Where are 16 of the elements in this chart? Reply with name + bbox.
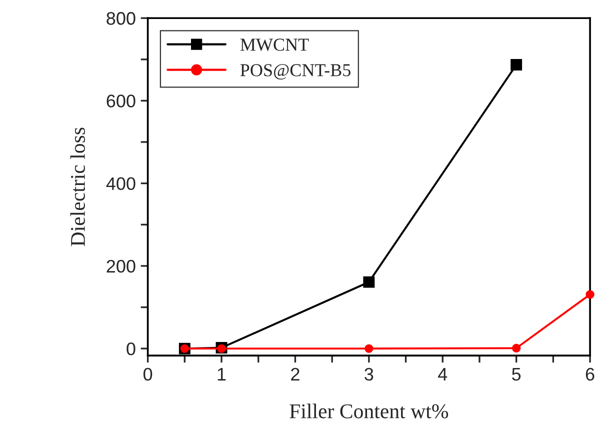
legend-label: POS@CNT-B5: [240, 64, 350, 80]
x-axis-title: Filler Content wt%: [290, 404, 448, 418]
y-tick-label: 800: [106, 12, 136, 25]
x-tick-label: 0: [143, 368, 152, 381]
x-tick-label: 2: [291, 368, 300, 380]
y-axis-title: Dielectric loss: [70, 128, 85, 246]
y-tick-label: 400: [106, 177, 136, 190]
y-tick-label: 600: [106, 94, 136, 108]
y-tick-label: 200: [106, 260, 136, 273]
x-tick-label: 1: [218, 368, 226, 380]
legend-label: MWCNT: [240, 38, 309, 51]
x-tick-label: 6: [586, 368, 594, 381]
x-tick-label: 5: [512, 368, 521, 381]
y-tick-label: 0: [126, 342, 136, 356]
x-tick-label: 3: [364, 368, 374, 381]
x-tick-label: 4: [438, 368, 448, 380]
